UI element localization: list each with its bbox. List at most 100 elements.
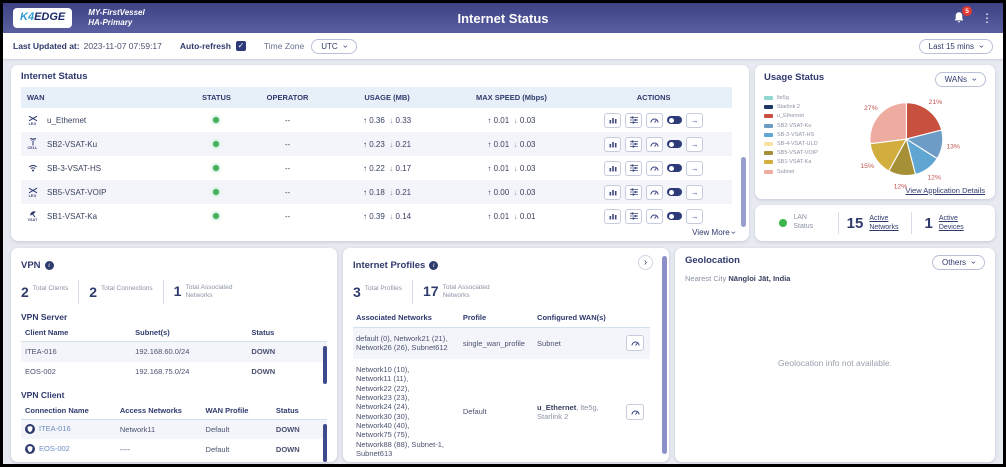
table-header-row: Client Name Subnet(s) Status <box>21 324 327 342</box>
pie-slice[interactable] <box>905 102 943 140</box>
vessel-sub-name: HA-Primary <box>88 18 133 27</box>
table-row[interactable]: SB-3-VSAT-HS -- ↑ 0.22 ↓ 0.17 ↑ 0.01 ↓ 0… <box>21 156 732 180</box>
wan-details-arrow-button[interactable]: → <box>686 160 704 176</box>
table-row[interactable]: VSAT SB1-VSAT-Ka -- ↑ 0.39 ↓ 0.14 ↑ 0.01… <box>21 204 732 228</box>
profile-name-link[interactable]: single_wan_profile <box>459 327 535 359</box>
legend-swatch <box>764 151 773 156</box>
table-row[interactable]: LEO SB5-VSAT-VOIP -- ↑ 0.18 ↓ 0.21 ↑ 0.0… <box>21 180 732 204</box>
wan-details-arrow-button[interactable]: → <box>686 136 704 152</box>
table-row[interactable]: ITEA-016 Network11 Default DOWN <box>21 419 327 439</box>
info-icon[interactable]: i <box>429 261 439 270</box>
table-scrollbar[interactable] <box>323 346 327 384</box>
configured-wans-rest: , lte5g, Starlink 2 <box>537 402 599 421</box>
access-networks-value: ---- <box>119 444 130 454</box>
table-row[interactable]: ITEA-016 192.168.60.0/24 DOWN <box>21 341 327 362</box>
vpn-shield-icon <box>25 444 35 454</box>
wan-details-arrow-button[interactable]: → <box>686 112 704 128</box>
wan-enable-toggle[interactable] <box>667 116 683 124</box>
pie-slice-label: 13% <box>946 144 960 151</box>
legend-item: SB-3-VSAT-HS <box>764 132 836 138</box>
access-networks-link[interactable]: Network11 <box>115 419 202 439</box>
settings-sliders-action-button[interactable] <box>625 136 643 152</box>
table-scrollbar[interactable] <box>323 423 327 462</box>
usage-scope-select[interactable]: WANs › <box>934 72 986 87</box>
table-row[interactable]: Network10 (10), Network11 (11), Network2… <box>353 359 650 462</box>
usage-chart-action-button[interactable] <box>604 208 622 224</box>
column-actions: ACTIONS <box>575 87 732 108</box>
settings-sliders-action-button[interactable] <box>625 160 643 176</box>
vpn-client-name-link[interactable]: ITEA-016 <box>21 341 132 362</box>
legend-swatch <box>764 123 773 128</box>
wan-enable-toggle[interactable] <box>667 188 683 196</box>
divider <box>78 280 80 304</box>
column-subnets: Subnet(s) <box>131 324 248 342</box>
speed-test-gauge-action-button[interactable] <box>626 403 645 420</box>
table-row[interactable]: EOS-002 ---- Default DOWN <box>21 439 327 459</box>
usage-chart-action-button[interactable] <box>604 112 622 128</box>
settings-sliders-action-button[interactable] <box>625 112 643 128</box>
vpn-connection-name-link[interactable]: ITEA-016 <box>39 424 71 434</box>
table-scrollbar[interactable] <box>741 157 746 227</box>
vpn-connection-name-link[interactable]: EOS-002 <box>39 443 70 453</box>
speed-test-gauge-action-button[interactable] <box>626 335 645 352</box>
last-updated-value: 2023-11-07 07:59:17 <box>83 41 162 51</box>
usage-chart-action-button[interactable] <box>604 136 622 152</box>
time-zone-select[interactable]: UTC › <box>311 38 357 54</box>
profile-name-link[interactable]: Default <box>462 407 487 417</box>
vpn-client-name-link[interactable]: EOS-002 <box>25 367 56 376</box>
active-devices-link[interactable]: Active Devices <box>938 214 964 231</box>
configured-wans-value: Subnet <box>537 338 561 348</box>
legend-swatch <box>764 169 773 174</box>
wan-enable-toggle[interactable] <box>667 140 683 148</box>
speed-test-gauge-action-button[interactable] <box>646 160 664 176</box>
column-operator: OPERATOR <box>248 87 327 108</box>
upload-arrow-icon: ↑ <box>363 115 368 125</box>
overflow-menu-icon[interactable]: ⋮ <box>981 11 993 25</box>
auto-refresh-checkbox[interactable]: ✓ <box>235 41 246 51</box>
pie-slice-label: 12% <box>894 183 908 190</box>
geolocation-source-select[interactable]: Others › <box>931 255 985 270</box>
table-row[interactable]: LEO u_Ethernet -- ↑ 0.36 ↓ 0.33 ↑ 0.01 ↓… <box>21 108 732 132</box>
usage-chart-action-button[interactable] <box>604 184 622 200</box>
internet-status-table: WAN STATUS OPERATOR USAGE (MB) MAX SPEED… <box>21 87 732 228</box>
column-configured-wans: Configured WAN(s) <box>534 308 624 328</box>
settings-sliders-action-button[interactable] <box>625 184 643 200</box>
pie-slice[interactable] <box>869 102 907 145</box>
speed-test-gauge-action-button[interactable] <box>646 208 664 224</box>
usage-pie-chart: 21% 13% 12% 12% 15% 27% <box>836 89 986 191</box>
wan-details-arrow-button[interactable]: → <box>686 208 704 224</box>
info-icon[interactable]: i <box>44 261 54 270</box>
legend-item: SB1-VSAT-Ka <box>764 159 836 165</box>
speed-test-gauge-action-button[interactable] <box>646 136 664 152</box>
notifications-bell-icon[interactable]: 5 <box>951 6 972 26</box>
status-badge: DOWN <box>251 367 276 376</box>
status-online-dot <box>213 188 220 195</box>
view-more-link[interactable]: View More › <box>692 228 739 237</box>
view-application-details-link[interactable]: View Application Details <box>905 186 986 195</box>
legend-item: Subnet <box>764 169 836 175</box>
settings-sliders-action-button[interactable] <box>625 208 643 224</box>
wan-enable-toggle[interactable] <box>667 164 683 172</box>
column-access-networks: Access Networks <box>115 401 202 420</box>
operator-value: -- <box>284 163 291 173</box>
active-networks-link[interactable]: Active Networks <box>869 214 899 231</box>
table-row[interactable]: EOS-002 192.168.75.0/24 DOWN <box>21 362 327 382</box>
wan-name: SB5-VSAT-VOIP <box>47 187 107 197</box>
speed-test-gauge-action-button[interactable] <box>646 184 664 200</box>
table-row[interactable]: CELL SB2-VSAT-Ku -- ↑ 0.23 ↓ 0.21 ↑ 0.01… <box>21 132 732 156</box>
geolocation-title: Geolocation <box>685 255 740 266</box>
divider <box>412 280 414 304</box>
column-status: Status <box>247 324 327 342</box>
table-row[interactable]: default (0), Network21 (21), Network26 (… <box>353 327 650 359</box>
speed-test-gauge-action-button[interactable] <box>646 112 664 128</box>
time-range-select[interactable]: Last 15 mins › <box>918 38 993 54</box>
wan-details-arrow-button[interactable]: → <box>686 184 704 200</box>
expand-chevron-right-button[interactable]: › <box>638 255 653 270</box>
chevron-down-icon: › <box>970 78 980 81</box>
column-max-speed: MAX SPEED (Mbps) <box>447 87 576 108</box>
usage-chart-action-button[interactable] <box>604 160 622 176</box>
wan-enable-toggle[interactable] <box>667 212 683 220</box>
panel-scrollbar[interactable] <box>662 256 667 454</box>
status-online-dot <box>213 164 220 171</box>
upload-arrow-icon: ↑ <box>487 187 492 197</box>
